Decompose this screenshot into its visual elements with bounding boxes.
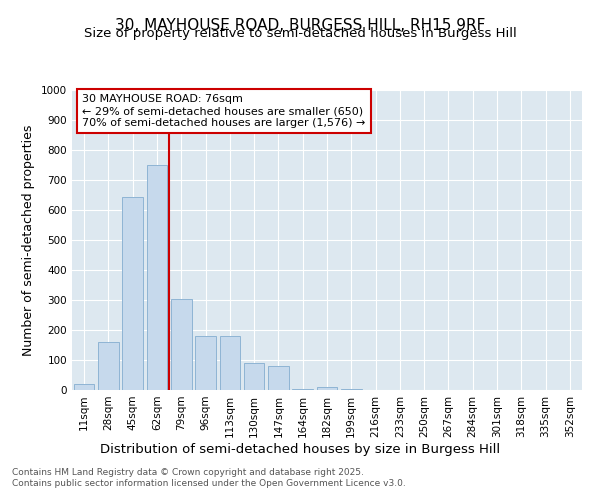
Bar	[292, 388, 313, 390]
Bar	[146, 165, 167, 390]
Bar	[195, 336, 216, 390]
Bar	[341, 388, 362, 390]
Bar	[122, 196, 143, 390]
Bar	[268, 366, 289, 390]
Bar	[317, 387, 337, 390]
Bar	[244, 363, 265, 390]
Text: Contains HM Land Registry data © Crown copyright and database right 2025.
Contai: Contains HM Land Registry data © Crown c…	[12, 468, 406, 487]
Bar	[98, 342, 119, 390]
Text: Distribution of semi-detached houses by size in Burgess Hill: Distribution of semi-detached houses by …	[100, 442, 500, 456]
Y-axis label: Number of semi-detached properties: Number of semi-detached properties	[22, 124, 35, 356]
Bar	[74, 384, 94, 390]
Text: 30 MAYHOUSE ROAD: 76sqm
← 29% of semi-detached houses are smaller (650)
70% of s: 30 MAYHOUSE ROAD: 76sqm ← 29% of semi-de…	[82, 94, 365, 128]
Text: 30, MAYHOUSE ROAD, BURGESS HILL, RH15 9RF: 30, MAYHOUSE ROAD, BURGESS HILL, RH15 9R…	[115, 18, 485, 32]
Bar	[220, 336, 240, 390]
Text: Size of property relative to semi-detached houses in Burgess Hill: Size of property relative to semi-detach…	[83, 28, 517, 40]
Bar	[171, 298, 191, 390]
